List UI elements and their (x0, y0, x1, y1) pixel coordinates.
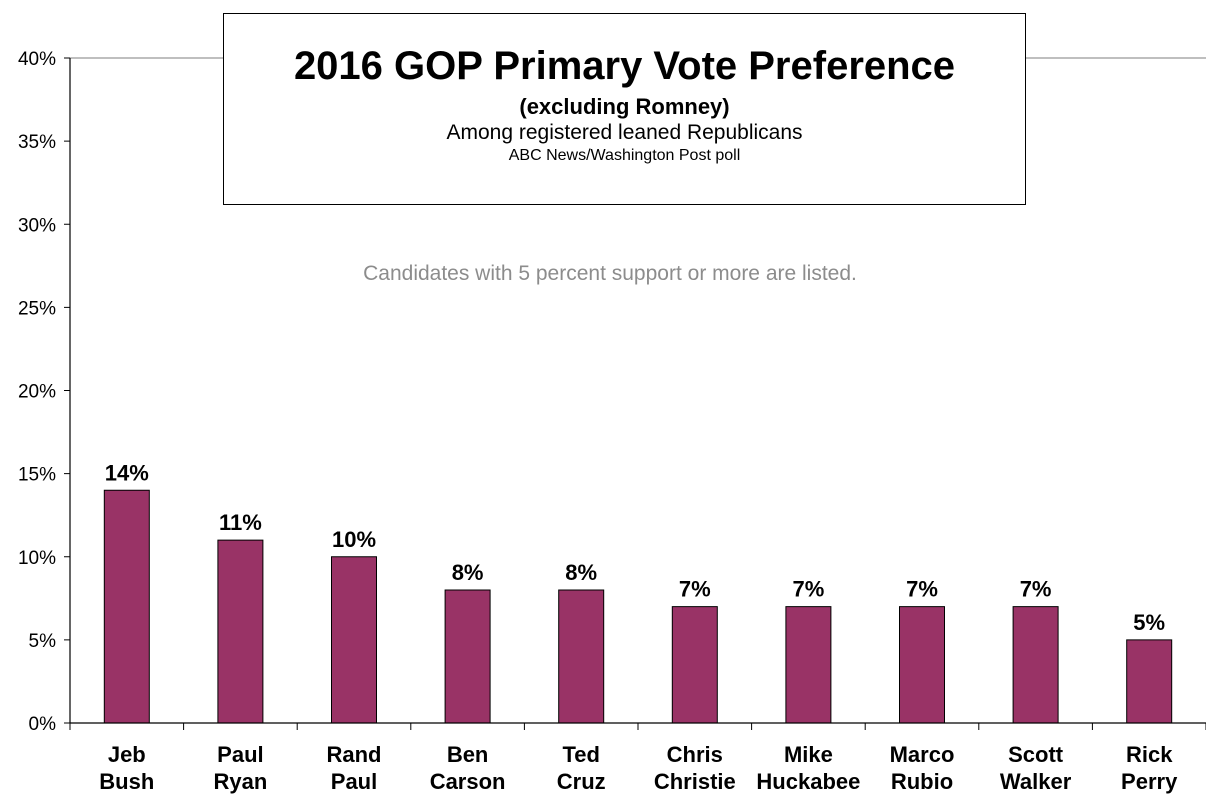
x-category-label: Rand (327, 742, 382, 767)
y-tick-label: 40% (18, 49, 56, 70)
x-category-label: Bush (99, 769, 154, 794)
bar (331, 556, 377, 724)
bar (671, 606, 718, 724)
x-category-label: Rick (1126, 742, 1173, 767)
y-tick-label: 30% (18, 215, 56, 236)
y-tick-label: 0% (29, 714, 57, 735)
bar (1126, 639, 1173, 724)
x-category-label: Jeb (108, 742, 146, 767)
x-category-label: Huckabee (756, 769, 860, 794)
x-category-label: Ben (447, 742, 489, 767)
chart-source: ABC News/Washington Post poll (508, 147, 741, 164)
chart-title: 2016 GOP Primary Vote Preference (293, 44, 956, 88)
x-category-label: Marco (890, 742, 955, 767)
x-category-label: Mike (784, 742, 833, 767)
data-label: 7% (1020, 577, 1052, 602)
data-label: 14% (105, 460, 149, 485)
x-category-label: Walker (1000, 769, 1072, 794)
bar (1012, 606, 1059, 724)
bar (785, 606, 832, 724)
x-category-label: Christie (654, 769, 736, 794)
x-category-label: Ted (562, 742, 599, 767)
y-tick-label: 20% (18, 382, 56, 403)
data-label: 7% (793, 577, 825, 602)
bar (899, 606, 945, 724)
bar (558, 589, 605, 724)
x-category-label: Cruz (557, 769, 606, 794)
x-category-label: Ryan (214, 769, 268, 794)
x-category-label: Paul (217, 742, 263, 767)
x-category-label: Chris (667, 742, 723, 767)
x-category-label: Rubio (891, 769, 953, 794)
y-tick-label: 25% (18, 298, 56, 319)
bar (444, 589, 491, 724)
chart-title-box: 2016 GOP Primary Vote Preference (exclud… (223, 13, 1026, 205)
chart-subtitle-population: Among registered leaned Republicans (446, 121, 803, 144)
data-label: 7% (906, 577, 938, 602)
data-label: 8% (565, 560, 597, 585)
x-category-label: Carson (430, 769, 506, 794)
data-label: 5% (1133, 610, 1165, 635)
x-category-label: Paul (331, 769, 377, 794)
data-label: 8% (452, 560, 484, 585)
x-category-label: Scott (1008, 742, 1064, 767)
data-label: 11% (219, 510, 262, 535)
bar (217, 539, 264, 724)
data-label: 10% (332, 527, 376, 552)
data-label: 7% (679, 577, 711, 602)
y-tick-label: 15% (18, 465, 56, 486)
chart-annotation: Candidates with 5 percent support or mor… (363, 262, 857, 285)
y-tick-label: 35% (18, 132, 56, 153)
chart-subtitle: (excluding Romney) (519, 94, 730, 119)
bar (103, 489, 150, 724)
y-tick-label: 5% (29, 631, 57, 652)
x-category-label: Perry (1121, 769, 1178, 794)
y-tick-label: 10% (18, 548, 56, 569)
